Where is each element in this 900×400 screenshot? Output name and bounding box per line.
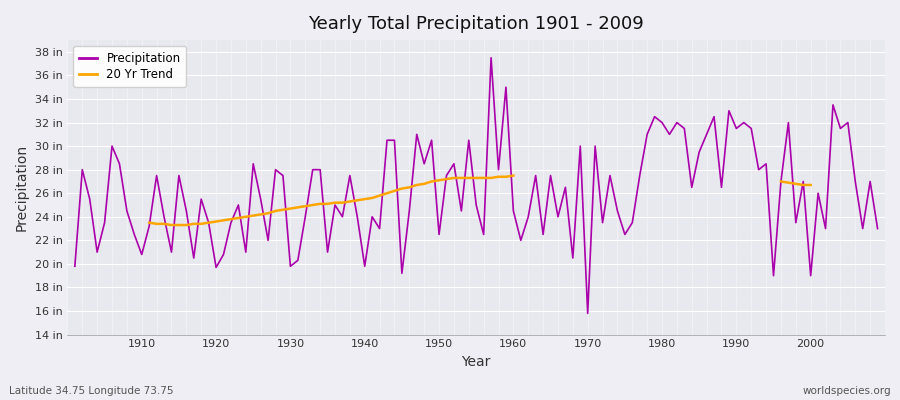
Precipitation xyxy=(612,208,623,213)
Text: Latitude 34.75 Longitude 73.75: Latitude 34.75 Longitude 73.75 xyxy=(9,386,174,396)
20 Yr Trend xyxy=(300,204,310,208)
20 Yr Trend xyxy=(441,177,452,182)
20 Yr Trend xyxy=(411,182,422,187)
20 Yr Trend xyxy=(256,212,266,217)
20 Yr Trend xyxy=(158,222,169,226)
Line: Precipitation: Precipitation xyxy=(75,58,878,313)
20 Yr Trend xyxy=(307,203,318,208)
20 Yr Trend xyxy=(456,176,467,180)
20 Yr Trend xyxy=(478,176,489,180)
20 Yr Trend xyxy=(226,217,237,222)
20 Yr Trend xyxy=(248,213,258,218)
Precipitation xyxy=(486,55,497,60)
20 Yr Trend xyxy=(196,222,207,226)
Y-axis label: Precipitation: Precipitation xyxy=(15,144,29,231)
20 Yr Trend xyxy=(427,179,437,184)
20 Yr Trend xyxy=(166,223,177,228)
20 Yr Trend xyxy=(345,199,356,204)
20 Yr Trend xyxy=(337,200,347,205)
20 Yr Trend xyxy=(329,200,340,205)
20 Yr Trend xyxy=(367,196,378,200)
X-axis label: Year: Year xyxy=(462,355,490,369)
20 Yr Trend xyxy=(277,207,288,212)
Precipitation xyxy=(292,258,303,263)
Precipitation xyxy=(516,238,526,243)
20 Yr Trend xyxy=(240,214,251,219)
20 Yr Trend xyxy=(292,205,303,210)
20 Yr Trend xyxy=(418,182,429,186)
Legend: Precipitation, 20 Yr Trend: Precipitation, 20 Yr Trend xyxy=(73,46,186,87)
Precipitation xyxy=(508,208,518,213)
20 Yr Trend xyxy=(263,211,274,216)
Precipitation xyxy=(582,311,593,316)
20 Yr Trend xyxy=(448,176,459,180)
Precipitation xyxy=(129,232,140,237)
Text: worldspecies.org: worldspecies.org xyxy=(803,386,891,396)
20 Yr Trend xyxy=(211,219,221,224)
20 Yr Trend xyxy=(374,193,385,198)
20 Yr Trend xyxy=(151,222,162,226)
20 Yr Trend xyxy=(404,185,415,190)
20 Yr Trend xyxy=(188,222,199,226)
20 Yr Trend xyxy=(493,174,504,179)
20 Yr Trend xyxy=(359,197,370,202)
20 Yr Trend xyxy=(181,223,192,228)
Precipitation xyxy=(69,264,80,269)
Line: 20 Yr Trend: 20 Yr Trend xyxy=(149,176,513,225)
20 Yr Trend xyxy=(352,198,363,203)
20 Yr Trend xyxy=(389,188,400,193)
20 Yr Trend xyxy=(285,206,296,211)
20 Yr Trend xyxy=(464,176,474,180)
20 Yr Trend xyxy=(508,173,518,178)
Precipitation xyxy=(337,214,347,219)
20 Yr Trend xyxy=(233,216,244,220)
20 Yr Trend xyxy=(270,208,281,213)
20 Yr Trend xyxy=(218,218,229,223)
20 Yr Trend xyxy=(434,178,445,183)
20 Yr Trend xyxy=(174,223,184,228)
20 Yr Trend xyxy=(144,220,155,225)
20 Yr Trend xyxy=(471,176,482,180)
20 Yr Trend xyxy=(486,176,497,180)
20 Yr Trend xyxy=(322,202,333,206)
20 Yr Trend xyxy=(203,220,214,225)
Title: Yearly Total Precipitation 1901 - 2009: Yearly Total Precipitation 1901 - 2009 xyxy=(309,15,644,33)
20 Yr Trend xyxy=(382,191,392,196)
20 Yr Trend xyxy=(397,186,408,191)
20 Yr Trend xyxy=(500,174,511,179)
20 Yr Trend xyxy=(315,202,326,206)
Precipitation xyxy=(872,226,883,231)
